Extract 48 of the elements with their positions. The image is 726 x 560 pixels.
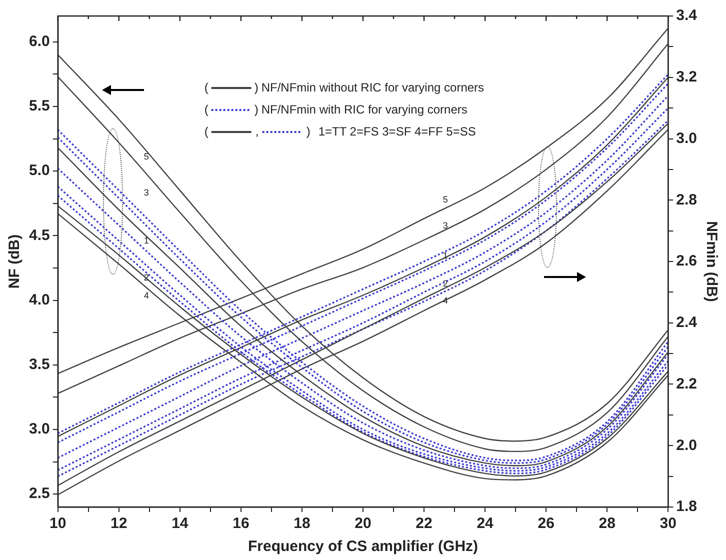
annotation: 2 [442,278,448,288]
annotation: ) [254,80,258,94]
y2-tick-label: 3.4 [676,7,698,24]
x-axis-title: Frequency of CS amplifier (GHz) [248,538,478,556]
annotation: 4 [144,290,149,300]
annotation: ( [204,102,208,116]
annotation: 5 [144,151,149,162]
y2-tick-label: 2.0 [676,436,698,454]
y2-tick-label: 3.2 [676,68,698,86]
y-tick-label: 5.5 [28,98,50,115]
y2-tick-label: 2.2 [676,375,698,392]
y-tick-label: 6.0 [28,32,50,50]
annotation: 3 [144,187,149,198]
x-tick-label: 14 [172,515,189,532]
annotation: ( [204,80,208,94]
annotation: 1=TT 2=FS 3=SF 4=FF 5=SS [318,124,476,138]
y2-tick-label: 3.0 [676,130,698,147]
y-tick-label: 3.0 [28,420,50,438]
annotation: ) [306,124,310,138]
legend-label: NF/NFmin without RIC for varying corners [261,80,484,94]
x-tick-label: 20 [354,515,372,532]
annotation: ( [204,124,208,138]
x-tick-label: 10 [50,515,66,532]
annotation: , [255,124,259,138]
y2-tick-label: 2.4 [676,314,698,332]
y2-tick-label: 2.6 [676,252,698,270]
legend-label: NF/NFmin with RIC for varying corners [261,102,468,116]
x-tick-label: 28 [598,515,616,532]
annotation: 5 [442,194,448,204]
y2-tick-label: 2.8 [676,191,698,208]
annotation: 1 [144,235,149,246]
y-tick-label: 5.0 [28,162,50,180]
annotation: ) [254,102,258,116]
y-axis-title: NF (dB) [6,234,24,289]
y-tick-label: 4.0 [28,291,50,308]
x-tick-label: 24 [476,515,494,532]
y2-tick-label: 1.8 [676,498,698,516]
x-tick-label: 12 [110,515,128,532]
x-tick-label: 16 [232,515,250,532]
x-tick-label: 30 [660,515,676,532]
annotation: 3 [442,220,448,230]
y2-axis-title: NFmin (dB) [702,221,720,302]
x-tick-label: 26 [538,515,554,532]
y-tick-label: 4.5 [28,226,50,244]
y-tick-label: 2.5 [28,485,50,502]
x-tick-label: 18 [294,515,310,532]
x-tick-label: 22 [416,515,432,532]
y-tick-label: 3.5 [28,356,50,374]
